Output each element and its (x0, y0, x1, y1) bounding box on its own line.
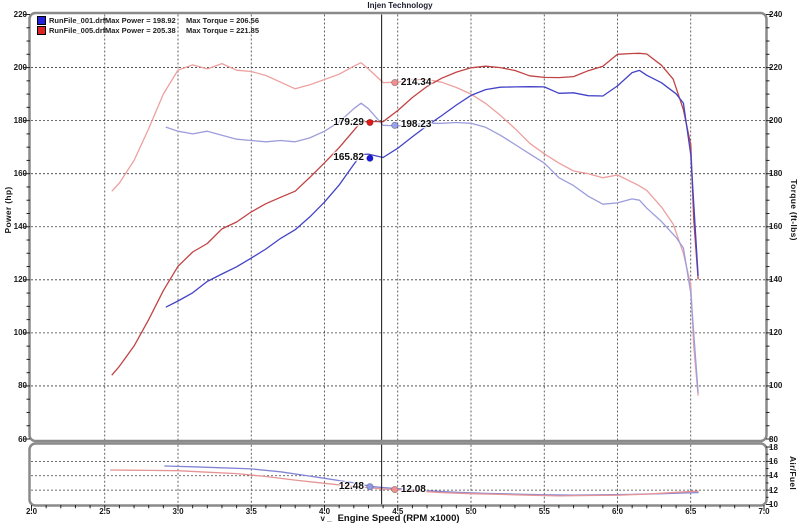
legend-run005-max-power: Max Power = 205.38 (105, 26, 176, 35)
run005-color-swatch-icon (37, 26, 46, 35)
runfile-001-drf-torque-curve (165, 102, 699, 394)
axis-tick-label: 140 (13, 222, 27, 232)
tick-marks (24, 14, 772, 511)
torque-axis-title: Torque (ft-lbs) (789, 179, 799, 241)
axis-tick-label: 160 (13, 169, 27, 179)
axis-tick-label: 14 (769, 471, 778, 481)
cursor-value-dot (391, 485, 399, 494)
cursor-value-dot (391, 121, 399, 129)
axis-tick-label: 2.5 (99, 507, 111, 516)
axis-tick-label: 4.5 (392, 507, 404, 516)
axis-tick-label: 4.0 (318, 507, 331, 516)
axis-tick-label: 3.5 (245, 507, 257, 516)
axis-tick-label: 60 (18, 434, 27, 444)
runfile-005-drf-air-fuel-curve (109, 469, 699, 497)
cursor-value-annotation: 198.23 (400, 119, 432, 131)
axis-tick-label: 220 (769, 63, 783, 73)
axis-tick-label: 6.5 (685, 507, 697, 516)
cursor-value-annotation: 179.29 (333, 116, 364, 128)
axis-tick-label: 200 (13, 63, 27, 73)
axis-tick-label: 2.0 (25, 507, 38, 516)
axis-tick-label: 100 (13, 328, 27, 338)
legend-run001-max-power: Max Power = 198.92 (105, 16, 176, 25)
page-title: Injen Technology (367, 1, 433, 10)
axis-tick-label: 10 (769, 500, 778, 509)
axis-tick-label: 200 (769, 116, 783, 126)
cursor-value-annotation: 12.48 (338, 480, 364, 492)
axis-tick-label: 120 (769, 328, 783, 338)
cursor-value-annotation: 214.34 (400, 76, 432, 88)
runfile-005-drf-torque-curve (111, 62, 699, 396)
x-axis-title: Engine Speed (RPM x1000) (337, 513, 460, 524)
cursor-value-dot (366, 154, 374, 162)
axis-tick-label: 16 (769, 456, 778, 466)
axis-tick-label: 80 (769, 434, 778, 444)
axis-tick-label: 18 (769, 442, 778, 452)
legend-run001-max-torque: Max Torque = 206.56 (186, 16, 260, 25)
cursor-value-dot (366, 118, 374, 127)
legend-run005-file: RunFile_005.drf (49, 26, 106, 35)
runs-legend: RunFile_001.drf Max Power = 198.92 Max T… (37, 16, 259, 36)
axis-tick-label: 12 (769, 485, 778, 495)
cursor-value-annotation: 12.08 (400, 483, 426, 495)
legend-item-run001[interactable]: RunFile_001.drf Max Power = 198.92 Max T… (37, 16, 259, 25)
axis-tick-label: 3.0 (172, 507, 184, 516)
x-axis-marker-glyph: v _ (320, 514, 332, 523)
axis-tick-label: 120 (13, 275, 27, 285)
cursor-value-dot (391, 79, 399, 87)
axis-tick-label: 6.0 (611, 507, 624, 516)
legend-run001-file: RunFile_001.drf (49, 16, 106, 25)
axis-tick-label: 140 (769, 275, 783, 285)
axis-tick-label: 7.0 (758, 507, 770, 516)
cursor-value-dot (366, 483, 374, 491)
axis-tick-label: 80 (18, 381, 27, 391)
runfile-001-drf-power-curve (165, 69, 699, 308)
axis-tick-label: 180 (13, 116, 27, 126)
axis-tick-label: 5.5 (538, 507, 550, 516)
cursor-value-annotation: 165.82 (333, 152, 364, 164)
axis-tick-label: 220 (13, 10, 27, 19)
axis-tick-label: 160 (769, 222, 783, 232)
legend-run005-max-torque: Max Torque = 221.85 (186, 26, 260, 35)
power-axis-title: Power (hp) (3, 186, 13, 234)
axis-tick-label: 100 (769, 381, 783, 391)
legend-item-run005[interactable]: RunFile_005.drf Max Power = 205.38 Max T… (37, 26, 259, 35)
axis-tick-label: 5.0 (465, 507, 477, 516)
runfile-005-drf-power-curve (111, 52, 699, 376)
axis-tick-label: 240 (769, 10, 783, 19)
run001-color-swatch-icon (37, 16, 46, 25)
axis-tick-label: 180 (769, 169, 783, 179)
x-axis-title-row: v _ Engine Speed (RPM x1000) (250, 513, 530, 524)
